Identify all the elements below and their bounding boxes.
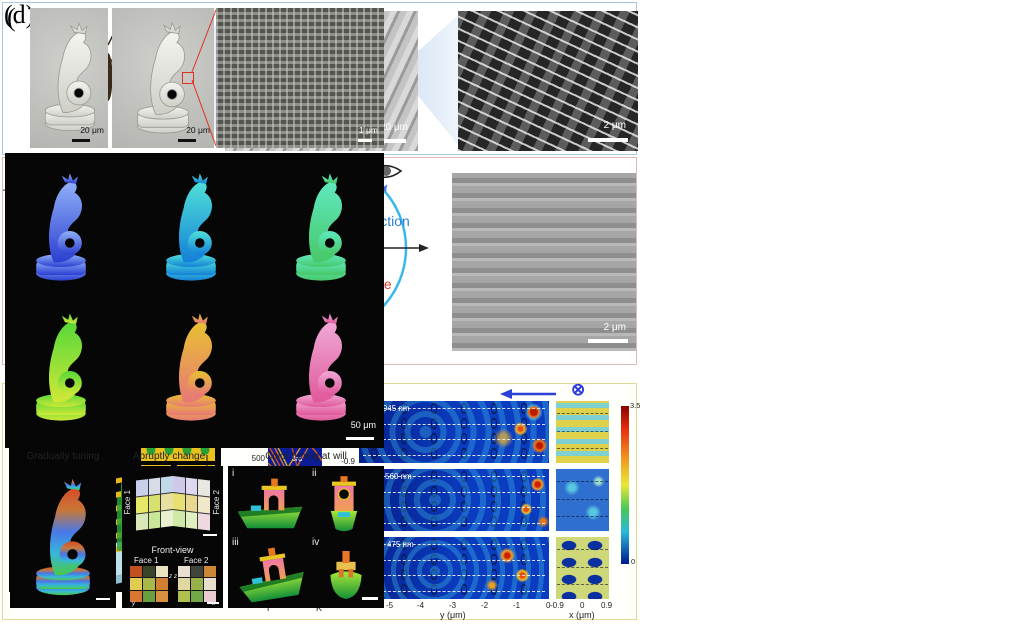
gradually-tuning-image — [10, 466, 116, 608]
field-side-row-i — [556, 401, 609, 463]
fv-axis-y: y — [132, 601, 135, 607]
scale-bar-frontview — [207, 602, 219, 604]
front-view-title: Front-view — [151, 545, 194, 555]
scale-bar-boats — [362, 597, 378, 600]
scale-label-b-2um: 2 μm — [603, 322, 626, 333]
scale-label-d2: 20 μm — [186, 124, 210, 135]
panel-d-label: (d) — [4, 0, 35, 29]
scale-bar-d3 — [358, 139, 372, 142]
sem-merlion-1: 20 μm — [30, 8, 108, 148]
roman-ii: ii — [312, 468, 317, 479]
field-side-xtick: 0 — [580, 601, 585, 610]
scale-bar-d1 — [72, 139, 90, 142]
zoom-connector-2 — [418, 15, 458, 145]
field-xtick: -5 — [386, 601, 394, 610]
field-side-xlabel: x (μm) — [569, 610, 595, 620]
field-xtick: -3 — [449, 601, 457, 610]
cube-right-face — [173, 476, 210, 531]
field-xlabel: y (μm) — [440, 610, 466, 620]
scale-label-d1: 20 μm — [80, 124, 104, 135]
colorbar-max: 3.5 — [630, 401, 641, 410]
sem-lattice-zoom: 2 μm — [458, 11, 638, 151]
cube-face1-label: Face 1 — [123, 490, 132, 515]
band-ytick: 500 — [251, 454, 265, 463]
field-side-row-ii — [556, 469, 609, 531]
polarization-cross-icon: ⊗ — [571, 380, 586, 399]
sem-merlion-2: 20 μm — [112, 8, 214, 148]
color-tuning-image: i ii iii iv — [228, 466, 384, 608]
field-side-row-iii — [556, 537, 609, 599]
sem-woodpile-zoom: 1 μm — [216, 8, 384, 148]
scale-bar-d2 — [178, 139, 196, 142]
field-xtick: -4 — [417, 601, 425, 610]
cube-face2-label: Face 2 — [212, 490, 221, 515]
field-map-row-ii: ii λ₂ = 560 nm — [359, 469, 549, 531]
scale-bar-2um — [588, 138, 628, 142]
colorbar — [621, 406, 629, 564]
colorbar-min: 0 — [631, 557, 636, 566]
front-view-face2-grid — [178, 566, 216, 602]
fv-face1-label: Face 1 — [134, 556, 159, 565]
scale-label-50um: 50 μm — [350, 420, 376, 430]
field-map-row-i: i λ₁ = 945 nm — [359, 401, 549, 463]
scale-label-d3: 1 μm — [358, 124, 378, 135]
roman-i: i — [232, 468, 235, 479]
scale-bar-grad — [96, 598, 110, 600]
sem-bilayer-grating: 2 μm — [452, 173, 636, 351]
band-xtick-k: K — [316, 603, 323, 613]
roman-iii: iii — [232, 537, 239, 548]
scale-bar-20um — [372, 139, 406, 143]
field-xtick: -1 — [513, 601, 521, 610]
scale-bar-50um — [346, 437, 374, 440]
abruptly-change-image: Face 1 Face 2 Front-view Face 1 Face 2 — [122, 466, 223, 608]
band-xtick-gamma: Γ — [267, 603, 272, 613]
field-xtick: -2 — [481, 601, 489, 610]
color-merlion-gallery: 50 μm — [5, 153, 384, 448]
field-xtick: 0 — [546, 601, 551, 610]
fv-axis-z1: z — [169, 574, 172, 580]
field-ytick: -0.9 — [341, 457, 355, 466]
propagation-arrow-icon — [500, 389, 556, 399]
band-order-3: 3rd — [292, 456, 302, 463]
fv-axis-x: x — [212, 601, 215, 607]
title-color-tuning: Color tuning at will — [265, 451, 347, 462]
title-abruptly-change: Abruptly change — [132, 451, 206, 462]
scale-bar-cube — [203, 534, 217, 536]
scale-label-2um: 2 μm — [603, 120, 626, 131]
sem-roi-box — [182, 72, 194, 84]
field-map-row-iii: iii λ₃ = 475 nm — [359, 537, 549, 599]
scale-bar-b-2um — [588, 339, 628, 343]
boat-gallery — [234, 476, 362, 604]
scale-label-20um: 20 μm — [380, 122, 408, 133]
panel-d: (d) 20 μm 20 μm 1 μm — [0, 0, 384, 633]
front-view-face1-grid — [130, 566, 168, 602]
fv-axis-z2: z — [174, 574, 177, 580]
fv-face2-label: Face 2 — [184, 556, 209, 565]
cube-left-face — [136, 476, 173, 531]
title-gradually-tuning: Gradually tuning — [26, 451, 100, 462]
roman-iv: iv — [312, 537, 320, 548]
field-side-xtick: -0.9 — [550, 601, 564, 610]
field-side-xtick: 0.9 — [601, 601, 613, 610]
